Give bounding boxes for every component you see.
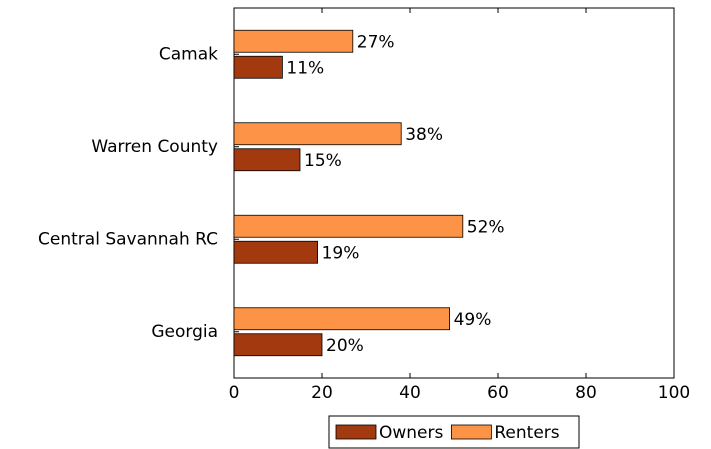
x-tick-label: 60: [487, 383, 509, 403]
x-tick-label: 80: [575, 383, 597, 403]
legend-label: Renters: [494, 423, 559, 443]
data-label: 11%: [286, 58, 324, 78]
bar: [233, 122, 402, 146]
x-tick-label: 100: [658, 383, 690, 403]
legend-label: Owners: [379, 423, 444, 443]
bar: [233, 29, 354, 53]
data-label: 27%: [357, 32, 395, 52]
y-tick-label: Georgia: [151, 322, 218, 342]
bar: [233, 214, 464, 238]
data-label: 20%: [326, 336, 364, 356]
data-label: 15%: [304, 151, 342, 171]
bar: [233, 240, 318, 264]
plot-frame: [233, 7, 675, 379]
x-tick-label: 40: [399, 383, 421, 403]
data-label: 38%: [405, 125, 443, 145]
y-tick-label: Central Savannah RC: [38, 229, 218, 249]
legend-swatch: [450, 424, 492, 440]
data-label: 49%: [454, 310, 492, 330]
y-tick-label: Camak: [159, 44, 218, 64]
legend-swatch: [335, 424, 377, 440]
y-tick-label: Warren County: [91, 137, 218, 157]
bar: [233, 333, 323, 357]
bar: [233, 307, 451, 331]
bar: [233, 55, 283, 79]
data-label: 52%: [467, 217, 505, 237]
bar: [233, 148, 301, 172]
x-tick-label: 20: [311, 383, 333, 403]
x-tick-label: 0: [229, 383, 240, 403]
data-label: 19%: [322, 243, 360, 263]
